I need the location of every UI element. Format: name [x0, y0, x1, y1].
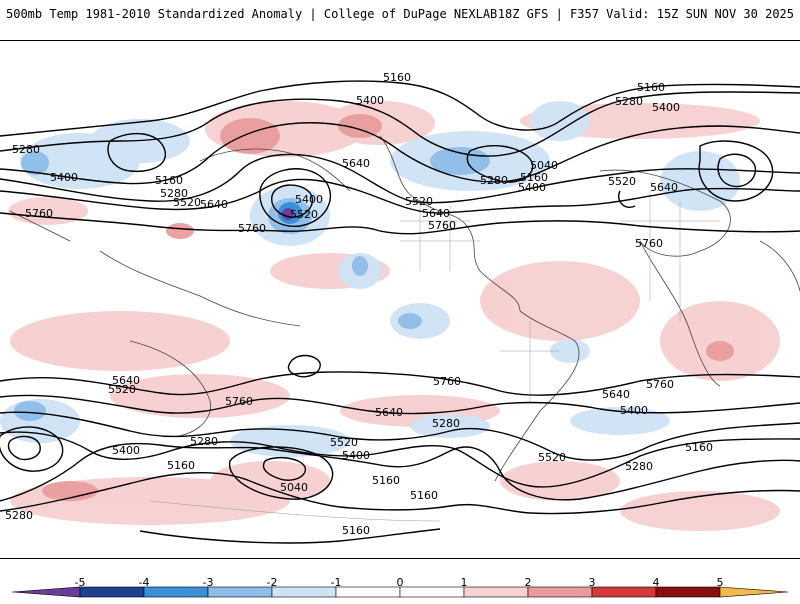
- contour-label: 5280: [160, 187, 188, 200]
- contour-label: 5040: [280, 481, 308, 494]
- contour-label: 5280: [12, 143, 40, 156]
- colorbar-swatch: [719, 586, 789, 598]
- colorbar-tick: -5: [74, 576, 86, 589]
- contour-label: 5520: [173, 196, 201, 209]
- colorbar-swatch: [463, 586, 529, 598]
- contour-label: 5520: [608, 175, 636, 188]
- contour-label: 5400: [295, 193, 323, 206]
- colorbar-swatch: [591, 586, 657, 598]
- contour-label: 5760: [635, 237, 663, 250]
- contour-label: 5160: [685, 441, 713, 454]
- colorbar-swatches: [11, 586, 789, 598]
- colorbar-tick: 1: [460, 576, 468, 589]
- moderate-cold-anomaly-shading: [14, 147, 490, 421]
- header: 500mb Temp 1981-2010 Standardized Anomal…: [0, 0, 800, 36]
- contour-label: 5760: [25, 207, 53, 220]
- contour-label: 5400: [342, 449, 370, 462]
- contour-label: 5760: [433, 375, 461, 388]
- contour-label: 5640: [602, 388, 630, 401]
- contour-label: 5520: [330, 436, 358, 449]
- contour-label: 5520: [538, 451, 566, 464]
- colorbar-tick: 2: [524, 576, 532, 589]
- colorbar-swatch: [11, 586, 81, 598]
- anomaly-map: 5280 5400 5160 5280 5520 5640 5760 5160 …: [0, 71, 800, 544]
- contour-label-group: 5280 5400 5160 5280 5520 5640 5760 5160 …: [5, 71, 713, 537]
- contour-label: 5400: [518, 181, 546, 194]
- contour-label: 5760: [225, 395, 253, 408]
- contour-label: 5640: [650, 181, 678, 194]
- contour-label: 5160: [637, 81, 665, 94]
- colorbar-swatch: [271, 586, 337, 598]
- colorbar: -5 -4 -3 -2 -1 0 1 2 3 4 5: [0, 570, 800, 600]
- colorbar-tick: -1: [330, 576, 342, 589]
- contour-label: 5760: [428, 219, 456, 232]
- borders: [149, 191, 720, 522]
- colorbar-tick: -4: [138, 576, 150, 589]
- height-contours: [0, 80, 800, 544]
- colorbar-tick: 3: [588, 576, 596, 589]
- coastlines: [9, 135, 800, 482]
- contour-label: 5400: [620, 404, 648, 417]
- colorbar-swatch: [207, 586, 273, 598]
- contour-label: 5280: [432, 417, 460, 430]
- contour-label: 5160: [372, 474, 400, 487]
- contour-label: 5400: [356, 94, 384, 107]
- contour-label: 5280: [5, 509, 33, 522]
- contour-label: 5160: [520, 171, 548, 184]
- contour-label: 5280: [615, 95, 643, 108]
- contour-label: 5760: [238, 222, 266, 235]
- map-title: 500mb Temp 1981-2010 Standardized Anomal…: [6, 7, 498, 21]
- colorbar-swatch: [143, 586, 209, 598]
- contour-label: 5280: [190, 435, 218, 448]
- contour-label: 5400: [50, 171, 78, 184]
- colorbar-swatch: [399, 586, 465, 598]
- colorbar-tick: -3: [202, 576, 214, 589]
- contour-label: 5040: [530, 159, 558, 172]
- colorbar-swatch: [335, 586, 401, 598]
- map-panel: 5280 5400 5160 5280 5520 5640 5760 5160 …: [0, 40, 800, 559]
- contour-label: 5280: [625, 460, 653, 473]
- colorbar-swatch: [527, 586, 593, 598]
- contour-label: 5160: [383, 71, 411, 84]
- contour-label: 5160: [167, 459, 195, 472]
- contour-label: 5760: [646, 378, 674, 391]
- contour-label: 5640: [422, 207, 450, 220]
- colorbar-tick: 0: [396, 576, 404, 589]
- contour-label: 5640: [375, 406, 403, 419]
- contour-label: 5640: [200, 198, 228, 211]
- contour-label: 5400: [112, 444, 140, 457]
- contour-label: 5520: [405, 195, 433, 208]
- contour-label: 5520: [290, 208, 318, 221]
- colorbar-swatch: [655, 586, 721, 598]
- contour-label: 5160: [342, 524, 370, 537]
- contour-label: 5280: [480, 174, 508, 187]
- warm-anomaly-shading: [8, 101, 780, 531]
- colorbar-tick: 5: [716, 576, 724, 589]
- contour-label: 5160: [155, 174, 183, 187]
- model-valid-time: 18Z GFS | F357 Valid: 15Z SUN NOV 30 202…: [497, 7, 794, 21]
- contour-label: 5400: [652, 101, 680, 114]
- colorbar-swatch: [79, 586, 145, 598]
- colorbar-tick: 4: [652, 576, 660, 589]
- contour-label: 5640: [342, 157, 370, 170]
- contour-label: 5640: [112, 374, 140, 387]
- contour-label: 5520: [108, 383, 136, 396]
- colorbar-tick: -2: [266, 576, 278, 589]
- strong-warm-anomaly-shading: [42, 114, 734, 501]
- contour-label: 5160: [410, 489, 438, 502]
